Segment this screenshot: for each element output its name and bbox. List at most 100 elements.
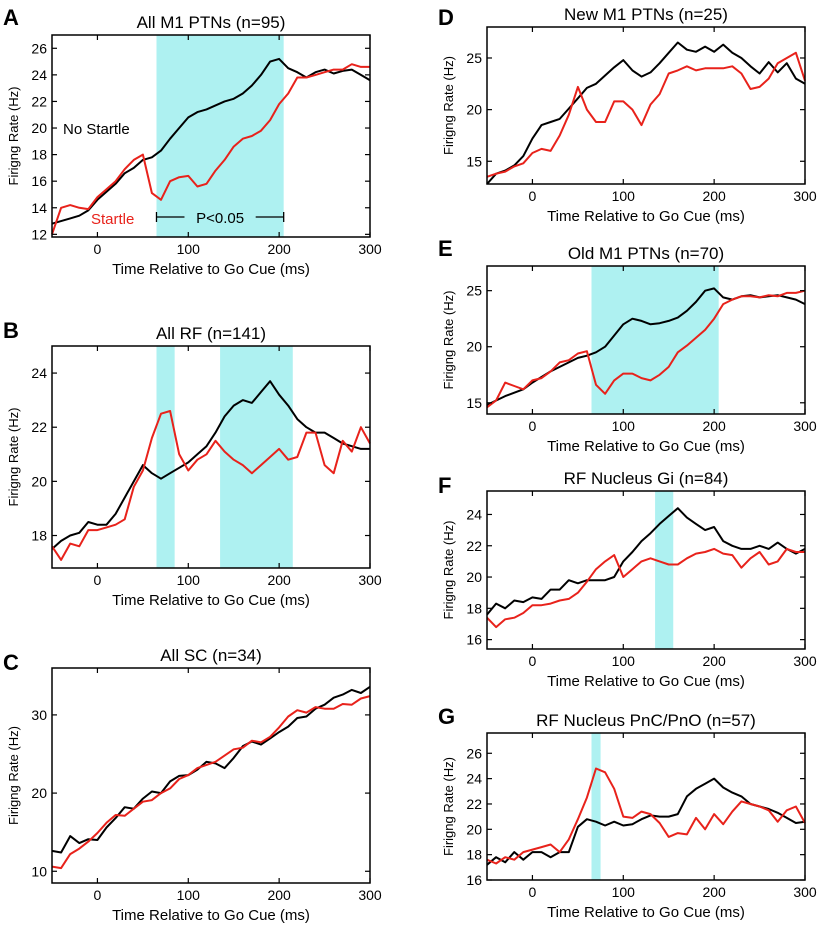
panel-label: D [438, 5, 454, 30]
series-line-startle [51, 63, 370, 235]
chart-title: Old M1 PTNs (n=70) [568, 244, 724, 263]
significance-label: P<0.05 [196, 210, 244, 227]
plot-frame [51, 34, 371, 238]
y-tick-label: 18 [31, 528, 47, 544]
series-line-no-startle [486, 41, 806, 185]
y-tick-label: 26 [31, 40, 47, 56]
x-tick-label: 100 [177, 887, 201, 903]
x-tick-label: 200 [267, 887, 291, 903]
x-tick-label: 300 [793, 884, 817, 900]
x-tick-label: 300 [793, 418, 817, 434]
y-axis-label: Firigng Rate (Hz) [441, 521, 456, 620]
chart-title: All SC (n=34) [160, 646, 262, 665]
panel-label: F [438, 473, 451, 498]
y-tick-label: 12 [31, 226, 47, 242]
y-tick-label: 18 [466, 847, 482, 863]
panel-label: C [3, 650, 19, 675]
y-axis-label: Firigng Rate (Hz) [441, 757, 456, 856]
y-tick-label: 24 [466, 771, 482, 787]
x-tick-label: 0 [529, 884, 537, 900]
significance-window [156, 35, 284, 237]
x-tick-label: 100 [612, 188, 636, 204]
x-tick-label: 200 [267, 241, 291, 257]
no-startle-label: No Startle [63, 121, 130, 138]
y-tick-label: 25 [466, 50, 482, 66]
significance-window [156, 346, 175, 568]
y-tick-label: 30 [31, 707, 47, 723]
y-tick-label: 22 [466, 796, 482, 812]
y-tick-label: 24 [31, 67, 47, 83]
x-tick-label: 300 [793, 653, 817, 669]
plot-frame [51, 345, 371, 569]
series-line-no-startle [51, 380, 370, 550]
y-tick-label: 20 [31, 785, 47, 801]
chart-title: RF Nucleus Gi (n=84) [564, 469, 729, 488]
panel-label: E [438, 236, 453, 261]
plot-frame [486, 26, 806, 185]
y-axis-label: Firigng Rate (Hz) [441, 56, 456, 155]
y-tick-label: 20 [31, 473, 47, 489]
series-line-startle [51, 410, 371, 561]
panel-c: C All SC (n=34) 0 100 200 300 10 20 30 Time Relat… [3, 646, 382, 924]
panel-label: A [3, 5, 19, 30]
x-tick-label: 200 [702, 884, 726, 900]
y-tick-label: 14 [31, 200, 47, 216]
plot-frame [486, 265, 806, 415]
y-tick-label: 20 [466, 821, 482, 837]
series-line-no-startle [486, 777, 806, 866]
panel-e: E Old M1 PTNs (n=70) 0 100 200 300 15 20 25 Time … [438, 236, 817, 455]
x-axis-label: Time Relative to Go Cue (ms) [112, 261, 310, 278]
x-tick-label: 100 [612, 418, 636, 434]
significance-window [591, 266, 719, 414]
x-axis-label: Time Relative to Go Cue (ms) [547, 673, 745, 690]
x-tick-label: 100 [177, 572, 201, 588]
x-tick-label: 200 [702, 188, 726, 204]
y-tick-label: 16 [466, 632, 482, 648]
y-tick-label: 15 [466, 153, 482, 169]
panel-label: B [3, 318, 19, 343]
y-tick-label: 20 [466, 339, 482, 355]
x-axis-label: Time Relative to Go Cue (ms) [547, 438, 745, 455]
x-axis-label: Time Relative to Go Cue (ms) [112, 592, 310, 609]
x-tick-label: 100 [177, 241, 201, 257]
series-line-no-startle [51, 57, 371, 225]
x-tick-label: 0 [94, 887, 102, 903]
series-line-startle [486, 289, 806, 409]
x-axis-label: Time Relative to Go Cue (ms) [547, 208, 745, 225]
y-tick-label: 22 [466, 538, 482, 554]
x-tick-label: 0 [529, 653, 537, 669]
x-axis-label: Time Relative to Go Cue (ms) [112, 907, 310, 924]
plot-frame [51, 667, 371, 884]
x-tick-label: 0 [94, 572, 102, 588]
y-tick-label: 24 [31, 365, 47, 381]
y-tick-label: 18 [31, 147, 47, 163]
y-axis-label: Firigng Rate (Hz) [441, 291, 456, 390]
significance-window [591, 733, 601, 880]
y-tick-label: 22 [31, 419, 47, 435]
y-axis-label: Firigng Rate (Hz) [6, 726, 21, 825]
chart-title: All RF (n=141) [156, 324, 266, 343]
x-tick-label: 100 [612, 884, 636, 900]
panel-d: D New M1 PTNs (n=25) 0 100 200 300 15 20 25 Time … [438, 5, 817, 225]
panel-g: G RF Nucleus PnC/PnO (n=57) 0 100 200 300 16 18… [438, 704, 817, 921]
series-line-startle [486, 51, 806, 178]
plot-frame [486, 490, 806, 650]
panel-b: B All RF (n=141) 0 100 200 300 18 20 22 24 Time Re… [3, 318, 382, 609]
y-axis-label: Firigng Rate (Hz) [6, 87, 21, 186]
panel-a: A All M1 PTNs (n=95) 0 100 200 300 12 14 16 18 20 2… [3, 5, 382, 278]
series-line-startle [486, 767, 806, 865]
series-line-no-startle [486, 507, 806, 616]
x-tick-label: 200 [267, 572, 291, 588]
y-tick-label: 20 [466, 569, 482, 585]
y-tick-label: 20 [466, 102, 482, 118]
x-axis-label: Time Relative to Go Cue (ms) [547, 904, 745, 921]
y-tick-label: 15 [466, 395, 482, 411]
startle-label: Startle [91, 211, 134, 228]
x-tick-label: 300 [793, 188, 817, 204]
x-tick-label: 300 [358, 572, 382, 588]
x-tick-label: 300 [358, 241, 382, 257]
y-tick-label: 16 [466, 872, 482, 888]
x-tick-label: 200 [702, 418, 726, 434]
chart-title: RF Nucleus PnC/PnO (n=57) [536, 711, 756, 730]
